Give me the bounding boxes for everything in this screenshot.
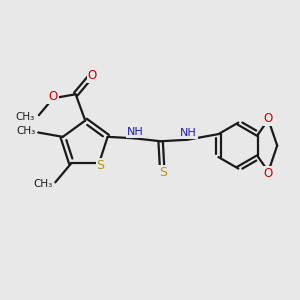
Text: O: O bbox=[264, 167, 273, 179]
Text: O: O bbox=[88, 69, 97, 82]
Text: NH: NH bbox=[180, 128, 197, 138]
Text: O: O bbox=[48, 90, 58, 103]
Text: CH₃: CH₃ bbox=[33, 179, 52, 189]
Text: S: S bbox=[97, 159, 104, 172]
Text: O: O bbox=[264, 112, 273, 125]
Text: CH₃: CH₃ bbox=[16, 126, 35, 136]
Text: S: S bbox=[159, 166, 167, 179]
Text: CH₃: CH₃ bbox=[15, 112, 34, 122]
Text: NH: NH bbox=[127, 127, 144, 137]
